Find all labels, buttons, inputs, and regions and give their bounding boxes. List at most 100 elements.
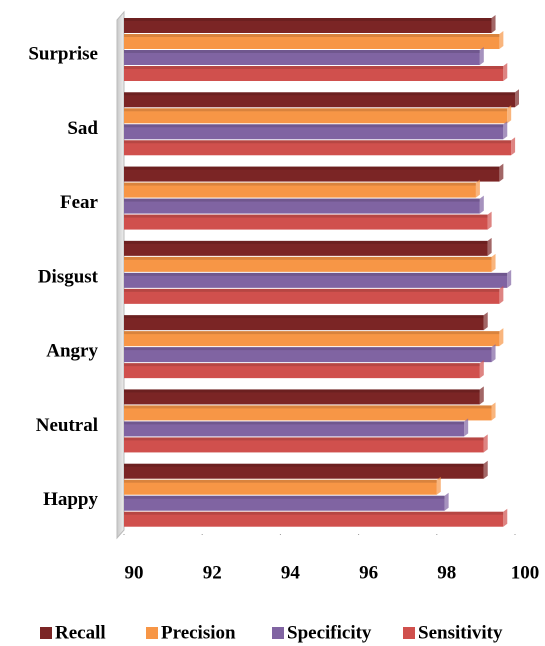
bar-shade (124, 50, 480, 53)
bar-end (483, 434, 488, 453)
bar (124, 476, 441, 495)
bar-end (475, 179, 480, 198)
bar-face (124, 256, 492, 272)
bar-end (479, 47, 484, 65)
category-label: Surprise (28, 44, 98, 65)
bar-face (124, 331, 500, 347)
bar-end (487, 211, 492, 230)
plot-area: 90 92 94 96 98 100 Happy Neutral Angry Disgust Fea… (28, 15, 539, 583)
bar-face (124, 108, 508, 124)
bar-end (491, 402, 496, 421)
bar-face (124, 66, 504, 81)
bar (124, 508, 508, 527)
bar-face (124, 240, 488, 256)
legend-swatch (272, 627, 284, 639)
bar-shade (124, 240, 488, 244)
legend: Recall Precision Specificity Sensitivity (40, 622, 503, 643)
bar-shade (124, 405, 492, 409)
bar-face (124, 198, 480, 214)
bar-face (124, 166, 500, 182)
bar-face (124, 437, 484, 453)
bar-shade (124, 18, 492, 21)
bar-end (503, 508, 508, 527)
x-tick-label: 92 (203, 562, 222, 583)
bar-face (124, 92, 515, 108)
bar (124, 402, 496, 421)
bar-end (503, 121, 508, 140)
bar-end (479, 386, 484, 405)
bar-face (124, 288, 500, 304)
bar-shade (124, 272, 508, 276)
bar-end (499, 31, 504, 49)
bar-end (479, 360, 484, 379)
legend-label: Sensitivity (418, 622, 503, 643)
bar-shade (124, 437, 484, 441)
bar-shade (124, 347, 492, 351)
bar-face (124, 34, 500, 49)
legend-swatch (146, 627, 158, 639)
bar-face (124, 347, 492, 363)
bar (124, 15, 496, 33)
bar-end (444, 492, 449, 511)
bar-shade (124, 363, 480, 367)
bar-shade (124, 495, 445, 499)
bar (124, 434, 488, 453)
bar (124, 105, 512, 124)
bar-end (491, 344, 496, 363)
bar-shade (124, 389, 480, 393)
bar-face (124, 511, 504, 527)
bar (124, 386, 484, 405)
bar-end (511, 137, 516, 156)
bar-shade (124, 214, 488, 218)
category-label: Sad (67, 118, 98, 139)
bar-shade (124, 92, 515, 96)
bar (124, 237, 492, 256)
bar (124, 492, 449, 511)
bar-face (124, 214, 488, 230)
bar-end (436, 476, 441, 495)
bar-face (124, 182, 476, 198)
x-tick-label: 94 (281, 562, 301, 583)
bar-end (503, 63, 508, 81)
bar-face (124, 495, 445, 511)
category-label: Fear (60, 192, 99, 213)
bar (124, 253, 496, 272)
bar (124, 418, 469, 437)
bar-end (483, 460, 488, 479)
category-label: Neutral (36, 415, 98, 436)
plot-wall (116, 10, 125, 540)
bar-face (124, 363, 480, 379)
bar-face (124, 315, 484, 331)
bar (124, 163, 504, 182)
bar (124, 137, 516, 156)
bar-shade (124, 463, 484, 467)
bar-face (124, 18, 492, 33)
bar (124, 328, 504, 347)
bar-end (499, 285, 504, 304)
bar-shade (124, 511, 504, 515)
bar (124, 179, 480, 198)
category-label: Happy (43, 489, 98, 510)
bar-end (487, 237, 492, 256)
bar-end (515, 89, 519, 108)
category-label: Angry (46, 341, 98, 362)
bar-shade (124, 66, 504, 69)
bar-face (124, 479, 437, 495)
bar-shade (124, 331, 500, 335)
category-label: Disgust (38, 266, 99, 287)
bar-shade (124, 124, 504, 128)
bar (124, 121, 508, 140)
bar-end (507, 269, 512, 288)
bar-shade (124, 256, 492, 260)
bar-end (507, 105, 512, 124)
bar-shade (124, 166, 500, 170)
bar (124, 269, 512, 288)
bar-shade (124, 288, 500, 292)
bar (124, 47, 484, 65)
bar (124, 285, 504, 304)
bar-end (499, 163, 504, 182)
legend-label: Recall (55, 622, 106, 643)
bar-end (464, 418, 469, 437)
x-tick-label: 98 (437, 562, 456, 583)
